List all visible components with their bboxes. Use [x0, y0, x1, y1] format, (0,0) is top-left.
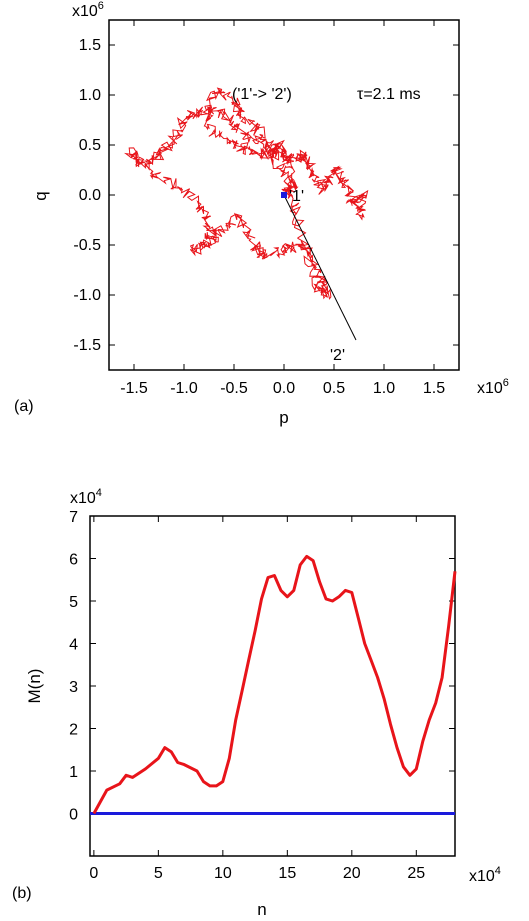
y-tick-label: 1: [69, 764, 78, 781]
y-tick-label: -0.5: [73, 237, 101, 254]
x-tick-label: 25: [407, 865, 425, 882]
tick-labels-a: -1.5 -1.0 -0.5 0.0 0.5 1.0 1.5 -1.5 -1.0 -0.5 0.0 0…: [73, 37, 445, 397]
x-tick-label: 0: [89, 865, 98, 882]
y-tick-label: 4: [69, 637, 78, 654]
x-tick-label: 1.5: [423, 380, 445, 397]
tick-marks-b: [90, 515, 455, 856]
x-tick-label: -0.5: [220, 380, 248, 397]
trajectory-line: [124, 87, 369, 300]
y-tick-label: -1.5: [73, 337, 101, 354]
x-multiplier-b: x104: [469, 865, 501, 885]
tick-marks-a: [109, 20, 459, 370]
y-axis-label-a: q: [31, 191, 50, 200]
y-tick-label: -1.0: [73, 287, 101, 304]
x-tick-label: -1.5: [120, 380, 148, 397]
y-multiplier-a: x106: [72, 0, 104, 20]
x-multiplier-a: x106: [477, 377, 509, 397]
y-multiplier-b: x104: [70, 487, 102, 507]
transition-annotation: ('1'-> '2'): [232, 86, 292, 103]
y-tick-label: 3: [69, 679, 78, 696]
y-tick-label: 1.0: [79, 87, 101, 104]
y-axis-label-b: M(n): [25, 669, 44, 704]
x-tick-label: 1.0: [373, 380, 395, 397]
y-tick-label: 0.0: [79, 187, 101, 204]
y-tick-label: 0.5: [79, 137, 101, 154]
x-axis-label-b: n: [257, 900, 266, 919]
point-label-1: '1': [289, 188, 304, 205]
x-tick-label: -1.0: [170, 380, 198, 397]
x-tick-label: 0.0: [273, 380, 295, 397]
y-tick-label: 1.5: [79, 37, 101, 54]
y-tick-label: 5: [69, 594, 78, 611]
x-tick-label: 20: [343, 865, 361, 882]
panel-label-b: (b): [12, 885, 32, 902]
plot-frame-b: [89, 515, 456, 857]
y-tick-label: 2: [69, 722, 78, 739]
x-tick-label: 5: [154, 865, 163, 882]
x-axis-label-a: p: [279, 408, 288, 427]
y-tick-label: 6: [69, 552, 78, 569]
panel-b: 0 5 10 15 20 25 0 1 2 3 4 5 6 7 x104 x104 n M(n) (b): [12, 487, 501, 919]
panel-a: -1.5 -1.0 -0.5 0.0 0.5 1.0 1.5 -1.5 -1.0 -0.5 0.0 0…: [14, 0, 509, 427]
start-point-marker: [281, 192, 287, 198]
tau-annotation: τ=2.1 ms: [357, 86, 421, 103]
x-tick-label: 10: [214, 865, 232, 882]
point-label-2: '2': [330, 347, 345, 364]
panel-label-a: (a): [14, 398, 34, 415]
x-tick-label: 15: [278, 865, 296, 882]
tick-labels-b: 0 5 10 15 20 25 0 1 2 3 4 5 6 7: [69, 509, 425, 882]
x-tick-label: 0.5: [323, 380, 345, 397]
y-tick-label: 7: [69, 509, 78, 526]
segment-1-to-2: [283, 194, 357, 341]
y-tick-label: 0: [69, 807, 78, 824]
M-curve: [92, 554, 457, 815]
